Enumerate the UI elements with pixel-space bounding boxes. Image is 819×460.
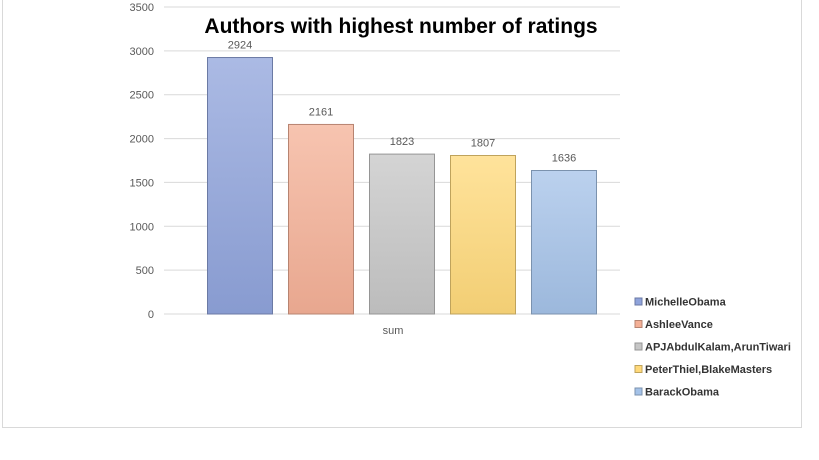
data-labels: 2924 2161 1823 1807 1636 (228, 40, 576, 165)
bar (531, 169, 597, 315)
bar (450, 155, 516, 315)
legend-item: APJAbdulKalam,ArunTiwari (634, 342, 791, 354)
legend-label: APJAbdulKalam,ArunTiwari (645, 342, 791, 354)
legend-label: AshleeVance (645, 319, 713, 331)
bars (207, 57, 597, 315)
legend-swatch (634, 297, 643, 306)
data-label: 2161 (309, 106, 333, 118)
data-label: 1636 (552, 152, 576, 164)
legend-swatch (634, 342, 643, 351)
y-tick-label: 2500 (130, 90, 154, 102)
bar (369, 153, 435, 315)
data-label: 2924 (228, 40, 252, 52)
y-tick-label: 500 (136, 265, 154, 277)
y-tick-label: 3500 (130, 2, 154, 14)
y-tick-label: 1500 (130, 177, 154, 189)
y-tick-label: 3000 (130, 46, 154, 58)
chart-title: Authors with highest number of ratings (204, 15, 597, 38)
legend-label: BarackObama (645, 387, 720, 399)
legend-swatch (634, 387, 643, 396)
y-axis-ticks: 0 500 1000 1500 2000 2500 3000 3500 (130, 2, 154, 321)
y-tick-label: 1000 (130, 221, 154, 233)
y-tick-label: 2000 (130, 134, 154, 146)
bar (207, 57, 273, 315)
legend-swatch (634, 365, 643, 373)
legend-item: BarackObama (634, 387, 720, 399)
legend: MichelleObama AshleeVance APJAbdulKalam,Ar… (634, 297, 791, 399)
legend-item: AshleeVance (634, 319, 713, 331)
x-category-label: sum (383, 325, 404, 337)
legend-swatch (634, 320, 643, 328)
legend-item: MichelleObama (634, 297, 727, 309)
legend-item: PeterThiel,BlakeMasters (634, 364, 772, 376)
data-label: 1823 (390, 136, 414, 148)
y-tick-label: 0 (148, 309, 154, 321)
legend-label: MichelleObama (645, 297, 727, 309)
data-label: 1807 (471, 138, 495, 150)
legend-label: PeterThiel,BlakeMasters (645, 364, 772, 376)
bar (288, 123, 354, 315)
